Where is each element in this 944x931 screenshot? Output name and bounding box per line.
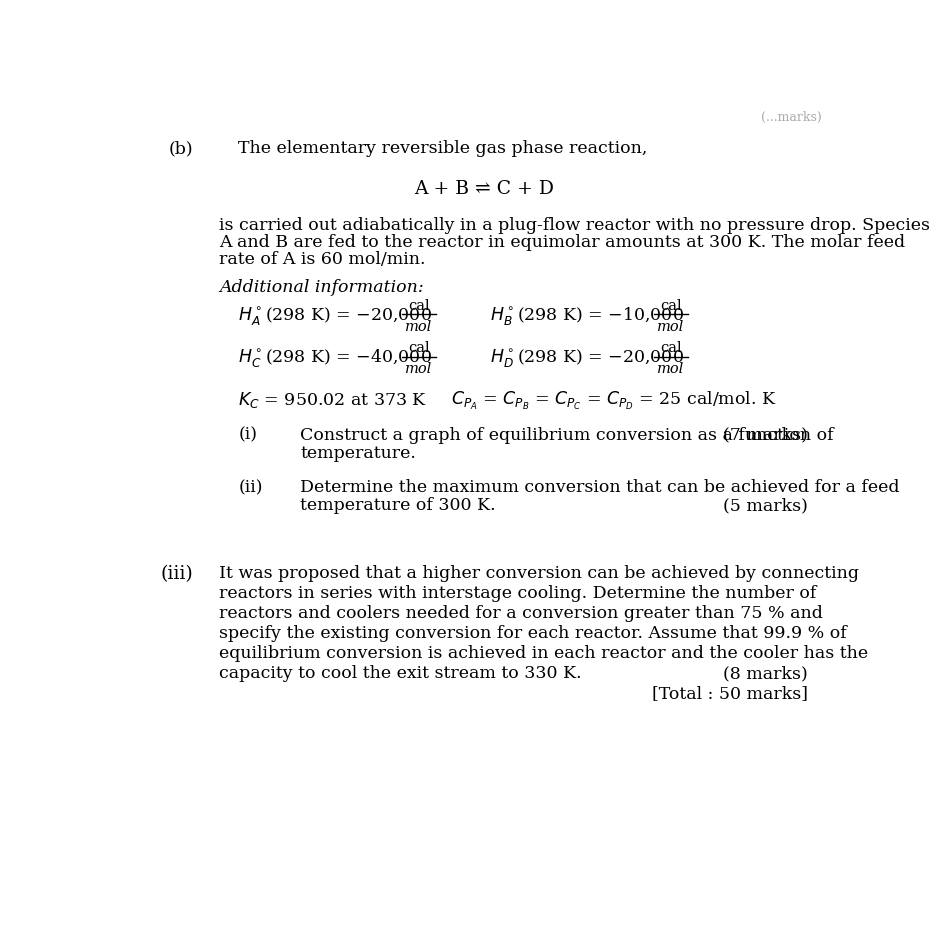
Text: mol: mol [656,319,683,333]
Text: Construct a graph of equilibrium conversion as a function of: Construct a graph of equilibrium convers… [300,426,833,443]
Text: reactors and coolers needed for a conversion greater than 75 % and: reactors and coolers needed for a conver… [219,605,822,622]
Text: $C_{P_A}$ = $C_{P_B}$ = $C_{P_C}$ = $C_{P_D}$ = 25 cal/mol. K: $C_{P_A}$ = $C_{P_B}$ = $C_{P_C}$ = $C_{… [451,389,776,412]
Text: mol: mol [656,362,683,376]
Text: reactors in series with interstage cooling. Determine the number of: reactors in series with interstage cooli… [219,586,816,602]
Text: $H_A^\circ$(298 K) = −20,000: $H_A^\circ$(298 K) = −20,000 [238,304,431,327]
Text: rate of A is 60 mol/min.: rate of A is 60 mol/min. [219,251,425,268]
Text: It was proposed that a higher conversion can be achieved by connecting: It was proposed that a higher conversion… [219,565,858,582]
Text: is carried out adiabatically in a plug-flow reactor with no pressure drop. Speci: is carried out adiabatically in a plug-f… [219,217,929,235]
Text: capacity to cool the exit stream to 330 K.: capacity to cool the exit stream to 330 … [219,666,581,682]
Text: equilibrium conversion is achieved in each reactor and the cooler has the: equilibrium conversion is achieved in ea… [219,645,868,662]
Text: $H_B^\circ$(298 K) = −10,000: $H_B^\circ$(298 K) = −10,000 [490,304,683,327]
Text: $H_D^\circ$(298 K) = −20,000: $H_D^\circ$(298 K) = −20,000 [490,347,683,369]
Text: cal: cal [408,341,430,355]
Text: $H_C^\circ$(298 K) = −40,000: $H_C^\circ$(298 K) = −40,000 [238,347,431,369]
Text: cal: cal [408,299,430,313]
Text: (7 marks): (7 marks) [722,426,807,443]
Text: temperature.: temperature. [300,445,415,462]
Text: [Total : 50 marks]: [Total : 50 marks] [651,685,807,702]
Text: $K_C$ = 950.02 at 373 K: $K_C$ = 950.02 at 373 K [238,390,427,411]
Text: temperature of 300 K.: temperature of 300 K. [300,497,496,515]
Text: A and B are fed to the reactor in equimolar amounts at 300 K. The molar feed: A and B are fed to the reactor in equimo… [219,234,904,251]
Text: The elementary reversible gas phase reaction,: The elementary reversible gas phase reac… [238,141,647,157]
Text: (5 marks): (5 marks) [722,497,807,515]
Text: Additional information:: Additional information: [219,278,423,296]
Text: (8 marks): (8 marks) [722,666,807,682]
Text: (...marks): (...marks) [761,112,821,125]
Text: specify the existing conversion for each reactor. Assume that 99.9 % of: specify the existing conversion for each… [219,626,846,642]
Text: cal: cal [659,341,681,355]
Text: mol: mol [405,319,432,333]
Text: (iii): (iii) [160,565,194,583]
Text: (ii): (ii) [238,479,262,496]
Text: Determine the maximum conversion that can be achieved for a feed: Determine the maximum conversion that ca… [300,479,899,496]
Text: mol: mol [405,362,432,376]
Text: (i): (i) [238,426,257,443]
Text: cal: cal [659,299,681,313]
Text: A + B ⇌ C + D: A + B ⇌ C + D [413,180,553,197]
Text: (b): (b) [168,141,193,157]
